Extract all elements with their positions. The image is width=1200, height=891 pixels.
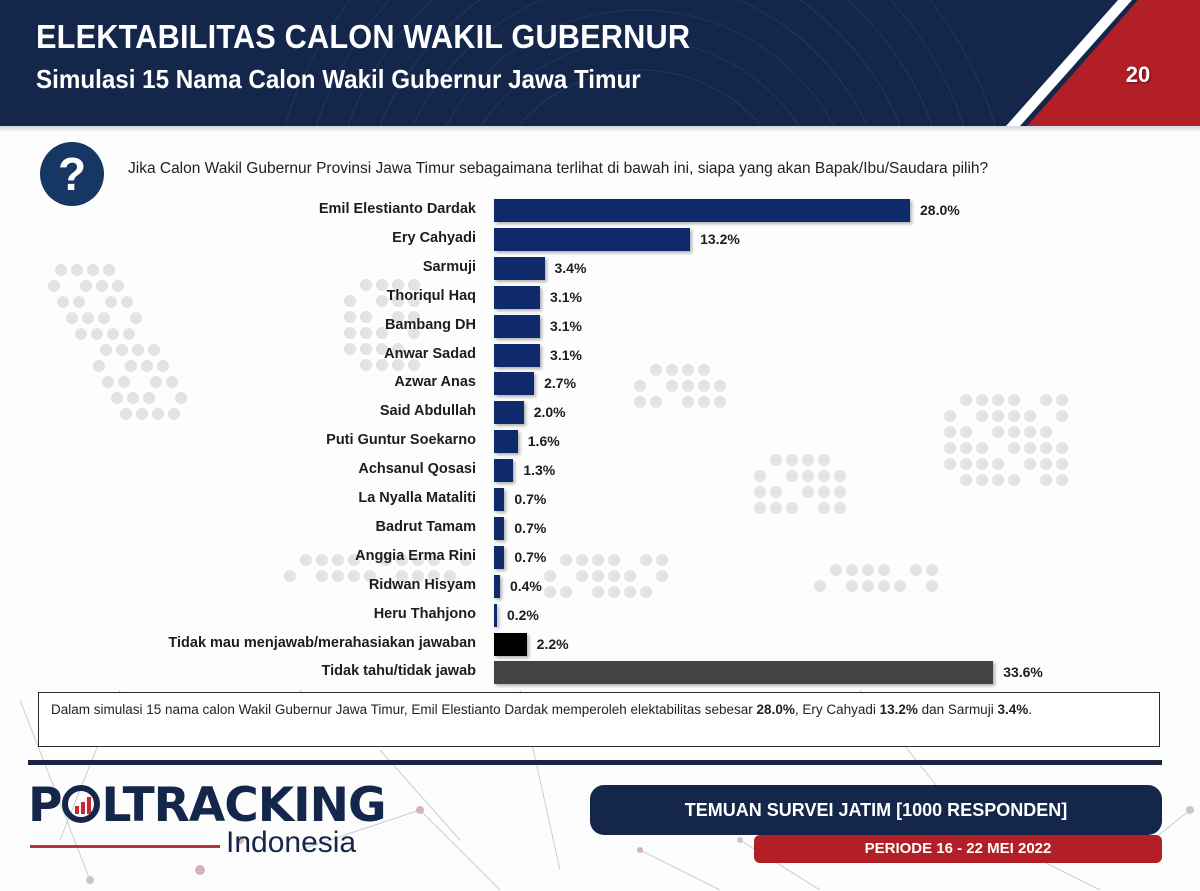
bar-value: 13.2%	[700, 230, 740, 247]
logo-subtitle: Indonesia	[226, 826, 357, 859]
header-banner: ELEKTABILITAS CALON WAKIL GUBERNUR Simul…	[0, 0, 1200, 126]
survey-label: TEMUAN SURVEI JATIM [1000 RESPONDEN]	[590, 785, 1162, 835]
header-red-corner	[1006, 0, 1200, 126]
bar-label: Said Abdullah	[379, 403, 476, 420]
bar-value: 2.7%	[544, 375, 577, 392]
summary-highlight: 28.0%	[756, 702, 795, 717]
survey-question: Jika Calon Wakil Gubernur Provinsi Jawa …	[128, 160, 989, 177]
chart-row: Ridwan Hisyam 0.4%	[0, 573, 1200, 602]
chart-row: Anwar Sadad 3.1%	[0, 342, 1200, 371]
summary-text: .	[1028, 702, 1032, 717]
bar-value: 0.2%	[506, 606, 539, 623]
bar	[494, 199, 910, 222]
bar-value: 0.7%	[514, 519, 547, 536]
bar-label: Achsanul Qosasi	[358, 461, 476, 478]
bar-label: Tidak mau menjawab/merahasiakan jawaban	[168, 634, 476, 651]
footer-divider	[28, 760, 1162, 765]
chart-row: Heru Thahjono 0.2%	[0, 602, 1200, 631]
bar-value: 33.6%	[1003, 664, 1043, 681]
bar	[494, 430, 518, 454]
chart-row: Tidak mau menjawab/merahasiakan jawaban 2…	[0, 631, 1200, 660]
chart-row: Bambang DH 3.1%	[0, 313, 1200, 342]
logo-wordmark: P LTRACKING	[28, 778, 387, 833]
bar-value: 1.6%	[527, 433, 560, 450]
page-subtitle: Simulasi 15 Nama Calon Wakil Gubernur Ja…	[36, 64, 641, 94]
bar-value: 3.1%	[550, 346, 582, 363]
chart-row: La Nyalla Mataliti 0.7%	[0, 486, 1200, 515]
bar	[494, 256, 545, 280]
chart-row: Ery Cahyadi 13.2%	[0, 226, 1200, 255]
chart-row: Tidak tahu/tidak jawab 33.6%	[0, 659, 1200, 688]
header-arc-decoration	[284, 0, 996, 126]
chart-row: Puti Guntur Soekarno 1.6%	[0, 428, 1200, 457]
bar	[494, 401, 524, 425]
summary-text: Dalam simulasi 15 nama calon Wakil Guber…	[51, 702, 757, 717]
bar	[494, 661, 994, 685]
bar-label: La Nyalla Mataliti	[358, 490, 476, 506]
bar-label: Emil Elestianto Dardak	[318, 201, 476, 217]
bar-label: Ery Cahyadi	[392, 229, 476, 246]
chart-row: Badrut Tamam 0.7%	[0, 515, 1200, 544]
bar-label: Azwar Anas	[394, 374, 476, 391]
bar-value: 0.7%	[514, 491, 547, 507]
summary-text: dan Sarmuji	[917, 702, 998, 717]
bar	[494, 545, 505, 569]
chart-row: Anggia Erma Rini 0.7%	[0, 544, 1200, 573]
bar-label: Thoriqul Haq	[386, 287, 476, 304]
bar	[494, 285, 541, 309]
bar-value: 2.0%	[533, 404, 566, 421]
chart-row: Emil Elestianto Dardak 28.0%	[0, 197, 1200, 226]
summary-text: , Ery Cahyadi	[794, 702, 880, 717]
bar-label: Tidak tahu/tidak jawab	[321, 663, 476, 680]
logo-chart-icon	[62, 785, 101, 823]
bar	[494, 227, 691, 251]
bar-label: Sarmuji	[422, 258, 476, 275]
bar-value: 3.4%	[554, 259, 587, 276]
indonesia-dot-map-background	[48, 264, 1068, 598]
chart-row: Azwar Anas 2.7%	[0, 370, 1200, 399]
bar	[494, 574, 500, 598]
bar	[494, 516, 505, 540]
chart-row: Sarmuji 3.4%	[0, 255, 1200, 284]
bar-value: 2.2%	[536, 635, 569, 652]
bar	[494, 488, 505, 511]
horizontal-bar-chart: Emil Elestianto Dardak 28.0% Ery Cahyadi 13…	[0, 197, 1200, 685]
bar-value: 3.1%	[550, 288, 582, 305]
summary-highlight: 3.4%	[997, 702, 1029, 717]
bar-value: 28.0%	[920, 202, 960, 218]
bar	[494, 314, 541, 338]
poltracking-logo: P LTRACKING Indonesia	[28, 778, 388, 868]
summary-highlight: 13.2%	[879, 702, 918, 717]
bar	[494, 372, 535, 396]
bar	[494, 632, 527, 656]
chart-row: Said Abdullah 2.0%	[0, 399, 1200, 428]
bar	[494, 343, 541, 367]
page-number: 20	[1125, 62, 1151, 87]
logo-underline	[30, 845, 220, 848]
bar-value: 1.3%	[523, 462, 556, 479]
header-shadow	[0, 126, 1200, 132]
bar-label: Badrut Tamam	[375, 518, 476, 535]
bar-value: 0.4%	[509, 577, 542, 594]
bar-label: Heru Thahjono	[373, 605, 476, 622]
bar-label: Anwar Sadad	[384, 345, 476, 362]
chart-row: Thoriqul Haq 3.1%	[0, 284, 1200, 313]
question-mark-icon: ?	[40, 142, 104, 206]
bar-label: Puti Guntur Soekarno	[326, 432, 476, 449]
bar-label: Anggia Erma Rini	[355, 547, 476, 564]
period-label: PERIODE 16 - 22 MEI 2022	[754, 835, 1162, 863]
bar	[494, 459, 514, 483]
bar-value: 3.1%	[550, 317, 582, 334]
chart-row: Achsanul Qosasi 1.3%	[0, 457, 1200, 486]
bar-label: Bambang DH	[384, 316, 476, 333]
page-title: ELEKTABILITAS CALON WAKIL GUBERNUR	[36, 18, 691, 55]
bar	[494, 603, 497, 627]
summary-box: Dalam simulasi 15 nama calon Wakil Guber…	[38, 692, 1160, 747]
bar-label: Ridwan Hisyam	[368, 576, 476, 593]
bar-value: 0.7%	[514, 548, 547, 565]
